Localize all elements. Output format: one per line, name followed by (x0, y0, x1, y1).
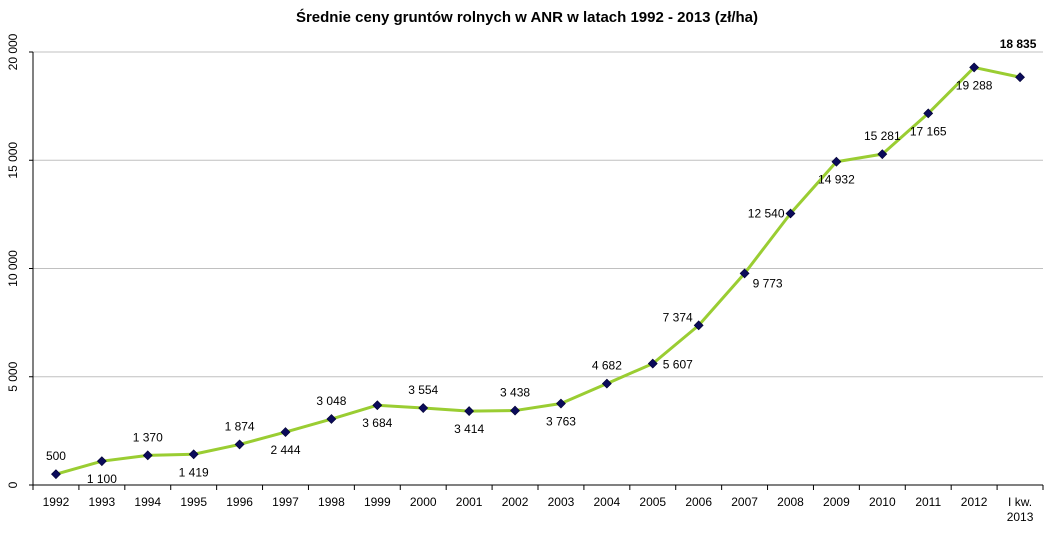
x-tick-label: 2009 (823, 495, 850, 509)
data-point (831, 156, 842, 167)
data-label: 3 684 (362, 416, 392, 430)
data-point (647, 358, 658, 369)
data-point (188, 449, 199, 460)
x-tick-label: 1993 (89, 495, 116, 509)
gridlines (33, 51, 1043, 378)
data-label: 3 414 (454, 422, 484, 436)
data-label: 19 288 (956, 78, 993, 92)
x-tick-label: 1998 (318, 495, 345, 509)
data-point (785, 208, 796, 219)
data-point (96, 456, 107, 467)
data-point (969, 62, 980, 73)
x-tick-label: 2001 (456, 495, 483, 509)
x-tick-label: I kw. 2013 (1007, 495, 1034, 524)
x-tick-label: 2011 (915, 495, 941, 509)
data-label: 18 835 (1000, 37, 1037, 51)
series-line (55, 65, 1021, 476)
x-tick-label: 2000 (410, 495, 437, 509)
y-tick-label: 5 000 (6, 361, 20, 391)
chart-title: Średnie ceny gruntów rolnych w ANR w lat… (296, 8, 758, 26)
data-label: 5 607 (663, 358, 693, 372)
data-label: 3 048 (316, 394, 346, 408)
data-point (601, 378, 612, 389)
data-label: 3 554 (408, 383, 438, 397)
y-tick-label: 10 000 (6, 250, 20, 287)
series-line-path (55, 65, 1021, 476)
data-point (51, 469, 61, 480)
x-tick-label: 1997 (272, 495, 299, 509)
data-point (142, 450, 153, 461)
data-point (556, 398, 566, 409)
data-point (877, 149, 888, 160)
x-tick-label: 2007 (731, 495, 758, 509)
data-label: 15 281 (864, 129, 901, 143)
data-label: 3 438 (500, 386, 530, 400)
data-label: 3 763 (546, 415, 576, 429)
x-tick-label: 2008 (777, 495, 804, 509)
x-tick-label: 2002 (502, 495, 529, 509)
data-label: 14 932 (818, 173, 855, 187)
x-tick-label: 2005 (639, 495, 666, 509)
x-tick-label: 1995 (180, 495, 207, 509)
data-point (372, 400, 383, 411)
data-label: 4 682 (592, 359, 622, 373)
axes: 0 5 000 10 000 15 000 20 000 1992 1993 1994 1995… (6, 33, 1044, 524)
x-tick-label: 1996 (226, 495, 253, 509)
y-tick-label: 20 000 (6, 33, 20, 70)
data-point (739, 268, 750, 279)
data-point (234, 439, 245, 450)
data-point (326, 414, 337, 424)
data-label: 1 419 (179, 465, 209, 479)
data-point (693, 320, 704, 331)
data-point (280, 427, 291, 438)
data-label: 17 165 (910, 124, 947, 138)
data-point (464, 406, 475, 417)
x-tick-label: 2012 (961, 495, 988, 509)
data-point (510, 405, 520, 416)
data-label: 12 540 (748, 207, 785, 221)
y-tick-label: 0 (6, 481, 20, 488)
y-tick-label: 15 000 (6, 142, 20, 179)
x-tick-label: 2010 (869, 495, 896, 509)
x-tick-label: 1999 (364, 495, 391, 509)
x-tick-label: 2004 (594, 495, 621, 509)
data-label: 500 (46, 449, 66, 463)
series-markers (51, 62, 1025, 480)
data-point (418, 403, 429, 413)
data-label: 1 874 (225, 419, 255, 433)
x-tick-label: 1994 (134, 495, 161, 509)
data-point (923, 108, 934, 119)
data-label: 1 370 (133, 430, 163, 444)
data-label: 2 444 (270, 443, 300, 457)
x-tick-label: 1992 (43, 495, 70, 509)
x-tick-label: 2003 (548, 495, 575, 509)
data-label: 1 100 (87, 472, 117, 486)
data-point (1015, 72, 1025, 83)
data-label: 9 773 (753, 276, 783, 290)
data-label: 7 374 (663, 310, 693, 324)
data-labels: 500 1 100 1 370 1 419 1 874 2 444 3 048 3 684 3 … (46, 37, 1037, 486)
x-tick-label: 2006 (685, 495, 712, 509)
